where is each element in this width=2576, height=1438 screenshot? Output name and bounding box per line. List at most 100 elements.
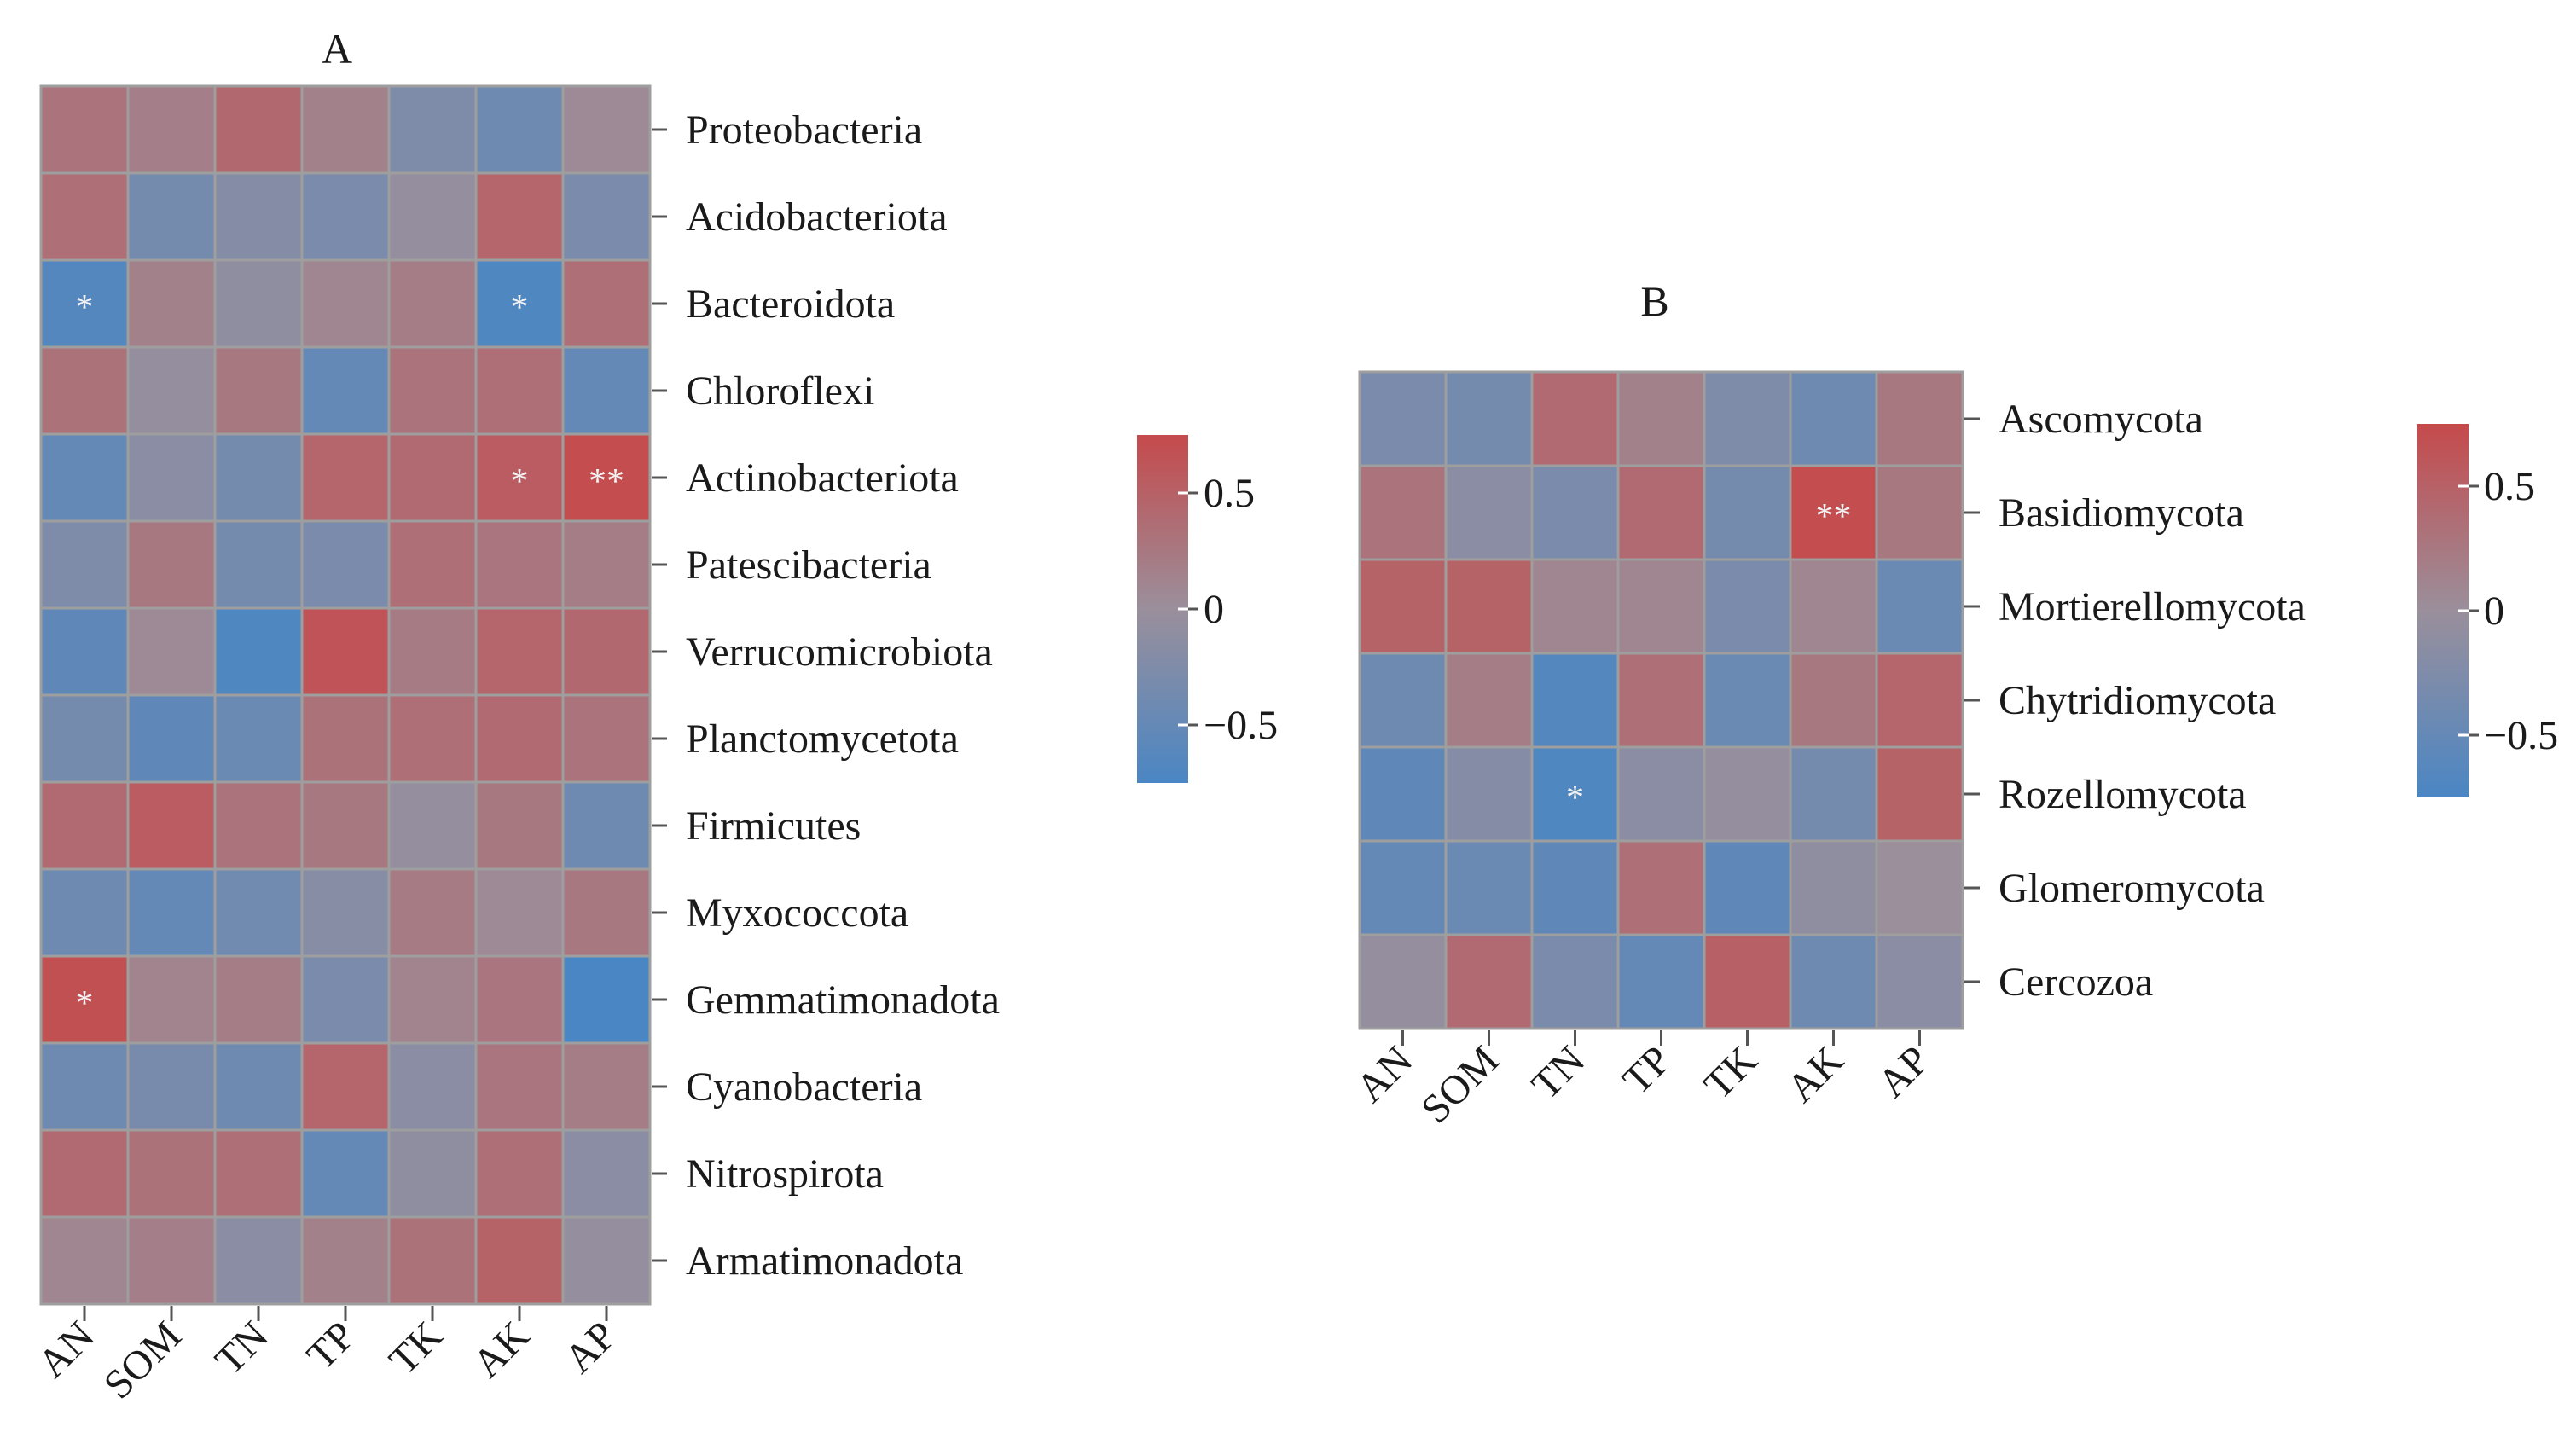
heatmap-cell — [300, 693, 391, 784]
heatmap-cell — [1530, 464, 1620, 561]
heatmap-cell — [39, 606, 130, 697]
row-label: Acidobacteriota — [686, 194, 948, 240]
significance-mark: * — [511, 288, 529, 328]
heatmap-cell — [1444, 933, 1534, 1030]
heatmap-cell — [387, 1128, 478, 1219]
heatmap-cell — [126, 1128, 217, 1219]
heatmap-cell — [126, 171, 217, 262]
heatmap-cell — [387, 954, 478, 1045]
heatmap-cell — [213, 519, 304, 610]
heatmap-cell — [1703, 558, 1792, 655]
heatmap-cell — [39, 258, 130, 349]
heatmap-cell — [1444, 839, 1534, 936]
heatmap-cell — [213, 693, 304, 784]
heatmap-cell — [1444, 370, 1534, 467]
heatmap-cell — [561, 954, 652, 1045]
heatmap-cell — [1358, 558, 1448, 655]
colorbar-tick-label: −0.5 — [1204, 703, 1278, 748]
heatmap-cell — [1358, 745, 1448, 843]
row-label: Gemmatimonadota — [686, 977, 1000, 1023]
heatmap-panel-a: A * ** *** ProteobacteriaAcidobacteriotaBa… — [29, 25, 1000, 1407]
column-label: AK — [1778, 1037, 1853, 1111]
heatmap-cell — [39, 1041, 130, 1132]
heatmap-cell — [300, 432, 391, 523]
heatmap-cell — [1875, 839, 1964, 936]
heatmap-cell — [213, 867, 304, 958]
heatmap-cell — [1530, 558, 1620, 655]
heatmap-cell — [39, 171, 130, 262]
heatmap-cell — [300, 954, 391, 1045]
heatmap-cell — [561, 1041, 652, 1132]
heatmap-cell — [1530, 839, 1620, 936]
column-label: TN — [1523, 1037, 1594, 1108]
heatmap-cell — [1875, 370, 1964, 467]
row-label: Cyanobacteria — [686, 1064, 922, 1110]
heatmap-cell — [561, 258, 652, 349]
heatmap-cell — [213, 258, 304, 349]
heatmap-cell — [1703, 745, 1792, 843]
heatmap-cell — [474, 693, 565, 784]
heatmap-cell — [1358, 464, 1448, 561]
heatmap-cell — [387, 1215, 478, 1306]
heatmap-cell — [39, 780, 130, 871]
heatmap-cell — [300, 171, 391, 262]
heatmap-cell — [474, 606, 565, 697]
column-label: AP — [1869, 1037, 1938, 1106]
column-label: TN — [206, 1313, 277, 1383]
heatmap-cell — [213, 780, 304, 871]
heatmap-cell — [1444, 745, 1534, 843]
heatmap-cell — [1789, 558, 1878, 655]
heatmap-cell — [387, 84, 478, 175]
heatmap-cell — [561, 171, 652, 262]
heatmap-cell — [561, 84, 652, 175]
heatmap-cell — [1789, 652, 1878, 749]
heatmap-cell — [126, 606, 217, 697]
row-label: Myxococcota — [686, 890, 908, 936]
heatmap-cell — [387, 432, 478, 523]
column-label: AK — [464, 1313, 538, 1387]
heatmap-cell — [1616, 558, 1706, 655]
heatmap-cell — [126, 432, 217, 523]
heatmap-cell — [126, 519, 217, 610]
heatmap-cell — [213, 954, 304, 1045]
heatmap-cell — [39, 345, 130, 436]
heatmap-cell — [300, 519, 391, 610]
heatmap-cell — [126, 1215, 217, 1306]
heatmap-cell — [1444, 652, 1534, 749]
heatmap-cell — [561, 1128, 652, 1219]
heatmap-cell — [1444, 558, 1534, 655]
heatmap-cell — [39, 1215, 130, 1306]
heatmap-cell — [387, 519, 478, 610]
heatmap-cell — [1616, 464, 1706, 561]
heatmap-panel-b: B *** AscomycotaBasidiomycotaMortierello… — [1348, 277, 2306, 1132]
column-label: TP — [1614, 1037, 1680, 1103]
heatmap-cell — [474, 954, 565, 1045]
heatmap-cell — [126, 258, 217, 349]
heatmap-cell — [1789, 933, 1878, 1030]
heatmap-cell — [213, 432, 304, 523]
heatmap-cell — [1444, 464, 1534, 561]
column-label: AN — [29, 1313, 102, 1386]
heatmap-cell — [561, 606, 652, 697]
row-label: Patescibacteria — [686, 542, 931, 588]
heatmap-cell — [126, 84, 217, 175]
heatmap-cell — [39, 432, 130, 523]
heatmap-cell — [387, 606, 478, 697]
colorbar-b: 0.5 0 −0.5 — [2417, 424, 2558, 797]
row-label: Chytridiomycota — [1999, 678, 2276, 723]
column-label: AP — [556, 1313, 625, 1382]
heatmap-cell — [1616, 839, 1706, 936]
heatmap-cell — [561, 693, 652, 784]
heatmap-cell — [1875, 652, 1964, 749]
colorbar-tick-label: 0 — [2484, 589, 2504, 634]
significance-mark: * — [1566, 779, 1584, 818]
heatmap-cell — [1358, 370, 1448, 467]
heatmap-cell — [1530, 370, 1620, 467]
heatmap-cell — [213, 345, 304, 436]
heatmap-cell — [1703, 464, 1792, 561]
heatmap-cell — [561, 345, 652, 436]
panel-b-row-labels: Ascomycota Basidiomycota Mortierellomycota… — [1964, 397, 2306, 1005]
